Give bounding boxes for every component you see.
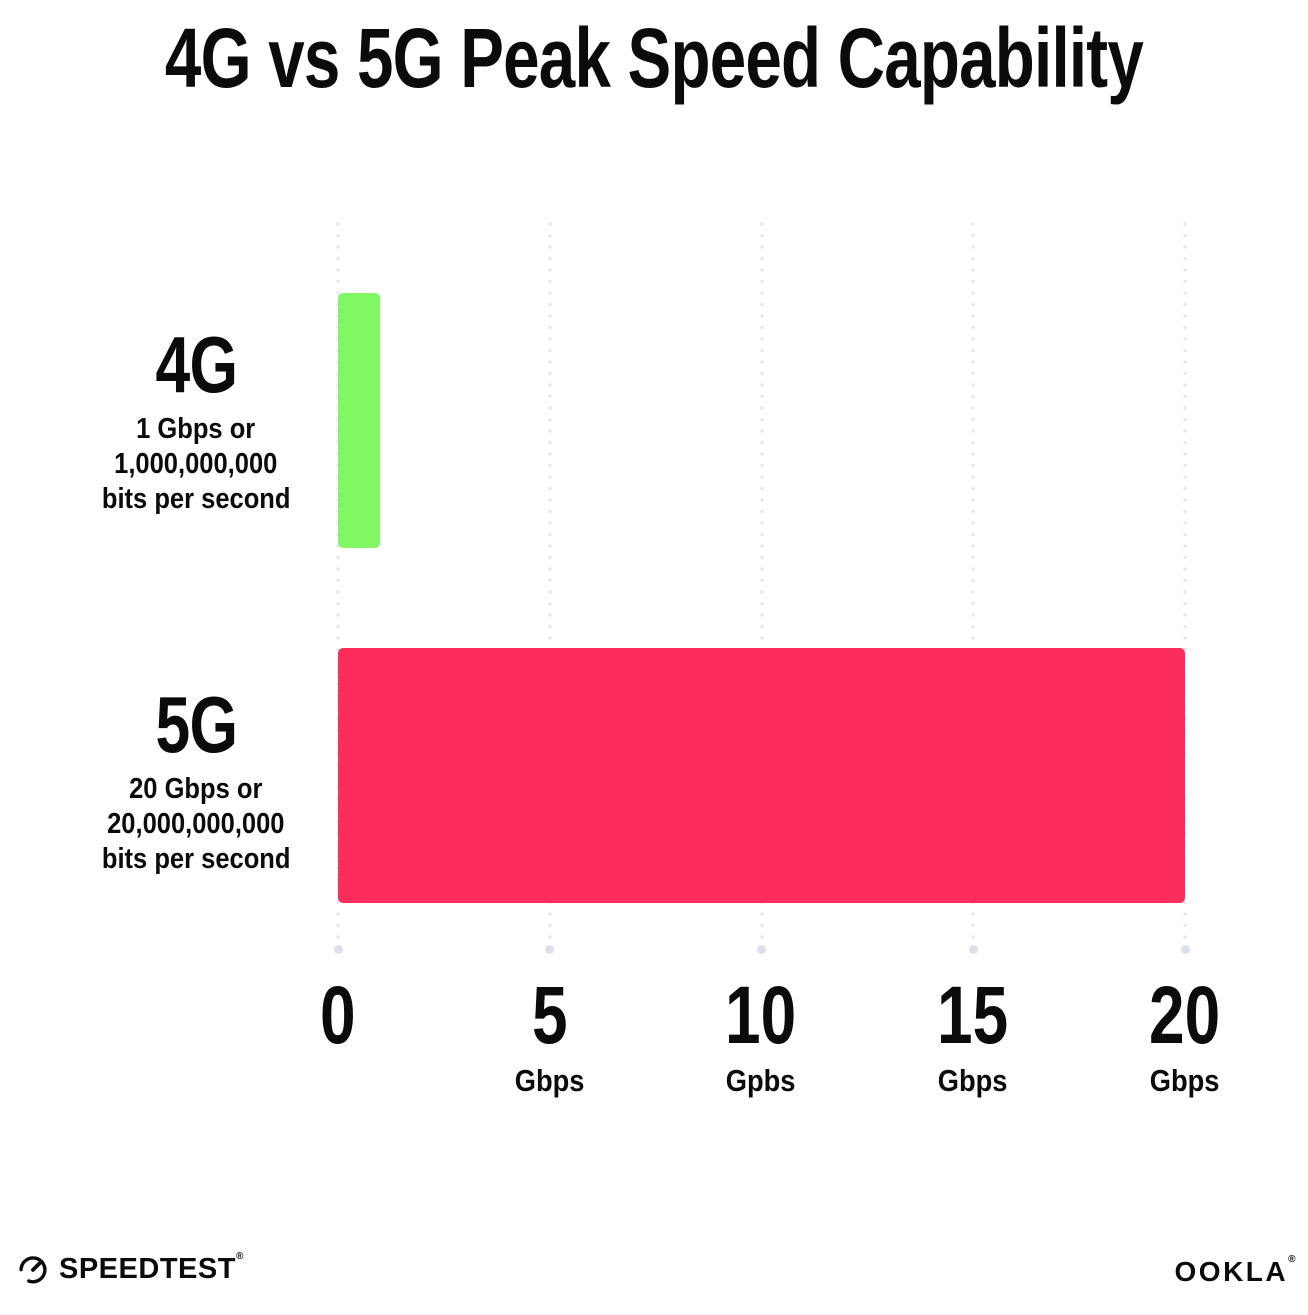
- speedtest-wordmark: SPEEDTEST®: [59, 1250, 244, 1285]
- plot-area: [333, 222, 1190, 954]
- x-tick-5: 5 Gbps: [515, 970, 585, 1099]
- gridline-20-gbps: [1180, 222, 1190, 954]
- bar-5g: [338, 648, 1185, 903]
- bar-4g: [338, 293, 381, 548]
- category-label-4g: 4G 1 Gbps or 1,000,000,000 bits per seco…: [58, 320, 334, 517]
- gridline-15-gbps: [968, 222, 978, 954]
- gridline-10-gbps: [757, 222, 766, 954]
- speedtest-logo: SPEEDTEST®: [16, 1250, 244, 1286]
- x-tick-20: 20 Gbps: [1149, 970, 1221, 1099]
- chart-title: 4G vs 5G Peak Speed Capability: [164, 11, 1144, 105]
- speedtest-gauge-icon: [16, 1252, 50, 1286]
- gridline-0-gbps: [333, 222, 343, 954]
- x-tick-0: 0: [320, 970, 356, 1061]
- ookla-logo: OOKLA®: [1174, 1254, 1298, 1288]
- category-name-5g: 5G: [155, 680, 237, 769]
- trademark-mark: ®: [1288, 1254, 1298, 1265]
- gridline-5-gbps: [545, 222, 555, 954]
- x-tick-10: 10 Gpbs: [725, 970, 797, 1099]
- ookla-wordmark: OOKLA®: [1174, 1254, 1298, 1287]
- category-sublabel-4g: 1 Gbps or 1,000,000,000 bits per second: [101, 413, 291, 515]
- trademark-mark: ®: [235, 1250, 244, 1262]
- category-label-5g: 5G 20 Gbps or 20,000,000,000 bits per se…: [58, 680, 334, 877]
- category-sublabel-5g: 20 Gbps or 20,000,000,000 bits per secon…: [101, 773, 291, 875]
- x-tick-15: 15 Gbps: [937, 970, 1009, 1099]
- category-name-4g: 4G: [155, 320, 237, 409]
